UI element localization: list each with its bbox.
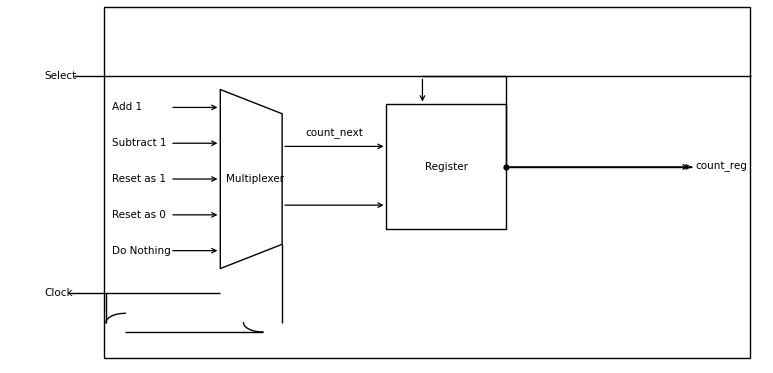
Text: Clock: Clock [45, 288, 73, 298]
Text: Subtract 1: Subtract 1 [112, 138, 167, 148]
Text: Do Nothing: Do Nothing [112, 246, 171, 256]
Text: count_next: count_next [305, 129, 363, 139]
Text: count_reg: count_reg [696, 162, 747, 172]
Bar [386, 104, 506, 229]
Text: Reset as 0: Reset as 0 [112, 210, 166, 220]
Text: Select: Select [45, 72, 77, 81]
Text: Add 1: Add 1 [112, 103, 142, 112]
Text: Register: Register [425, 162, 468, 172]
Text: Reset as 1: Reset as 1 [112, 174, 166, 184]
Text: Multiplexer: Multiplexer [226, 174, 284, 184]
